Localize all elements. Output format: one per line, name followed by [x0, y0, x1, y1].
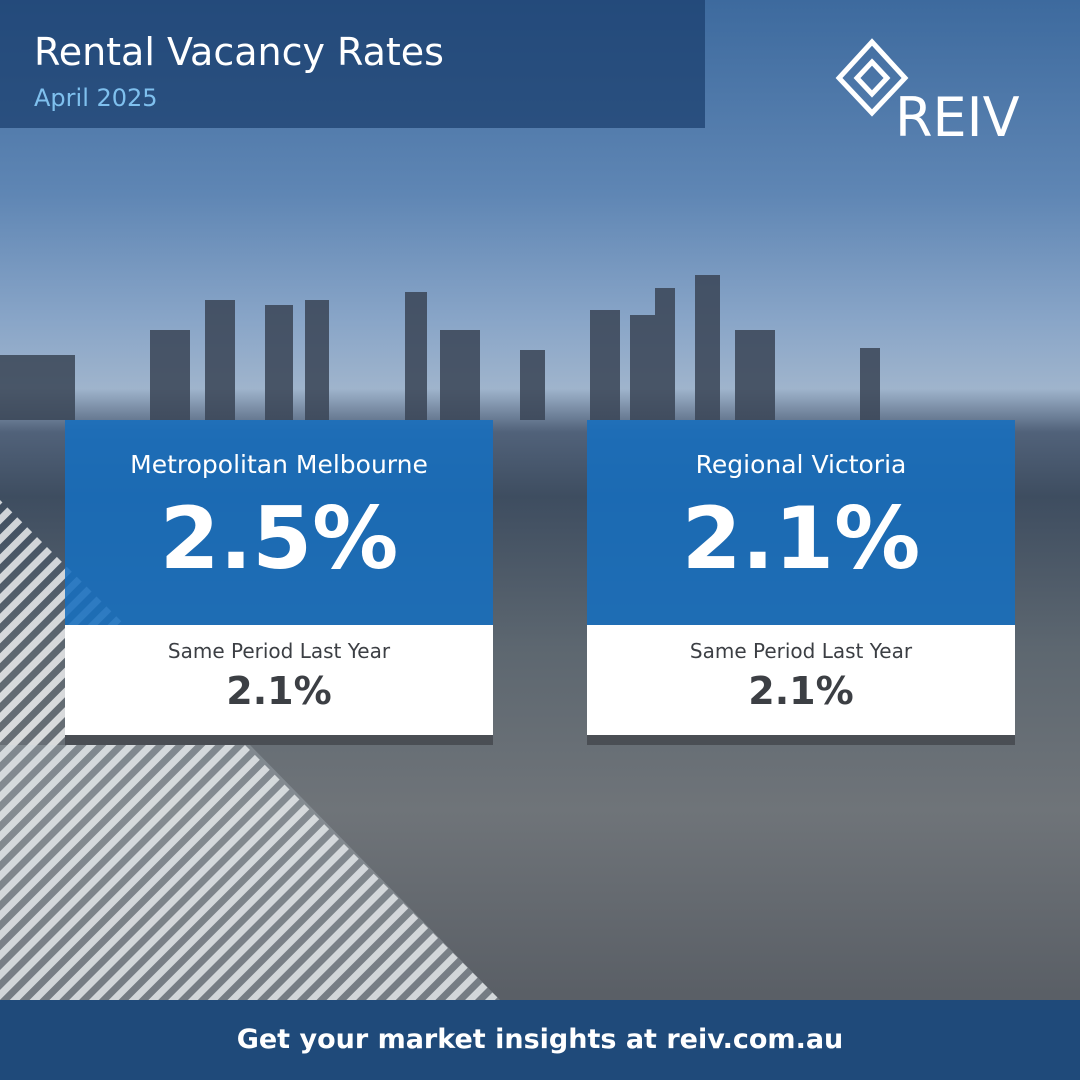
comparison-label: Same Period Last Year: [167, 639, 391, 663]
footer: Get your market insights at reiv.com.au: [0, 1000, 1080, 1080]
title: Rental Vacancy Rates: [34, 30, 444, 74]
region: Metropolitan Melbourne: [130, 450, 428, 479]
logo: REIV: [895, 86, 1020, 149]
vacancy-rate: 2.5%: [159, 489, 399, 589]
vacancy-rate: 2.1%: [681, 489, 921, 589]
header-banner: Rental Vacancy Rates April 2025: [0, 0, 705, 128]
comparison-label: Same Period Last Year: [689, 639, 913, 663]
card-top: Metropolitan Melbourne 2.5%: [65, 420, 493, 625]
stat-card: Metropolitan Melbourne 2.5% Same Period …: [65, 420, 493, 745]
region: Regional Victoria: [695, 450, 907, 479]
card-bottom: Same Period Last Year 2.1%: [65, 625, 493, 745]
comparison-value: 2.1%: [748, 669, 854, 713]
card-top: Regional Victoria 2.1%: [587, 420, 1015, 625]
comparison-value: 2.1%: [226, 669, 332, 713]
subtitle: April 2025: [34, 84, 158, 112]
stat-card: Regional Victoria 2.1% Same Period Last …: [587, 420, 1015, 745]
card-bottom: Same Period Last Year 2.1%: [587, 625, 1015, 745]
